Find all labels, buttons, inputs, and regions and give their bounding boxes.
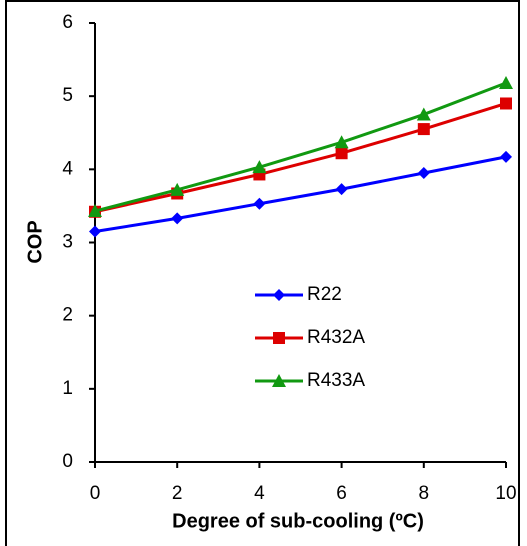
y-tick-label: 0 <box>62 451 73 472</box>
marker <box>171 212 184 225</box>
frame <box>5 0 520 546</box>
marker <box>500 97 512 110</box>
legend-marker <box>273 332 285 344</box>
marker <box>417 166 430 179</box>
marker <box>500 150 512 163</box>
marker <box>335 147 348 160</box>
x-tick-label: 4 <box>254 483 265 504</box>
legend-label: R433A <box>307 370 365 391</box>
y-tick-label: 3 <box>62 232 73 253</box>
marker <box>253 197 266 210</box>
x-tick-label: 0 <box>90 483 101 504</box>
series-line <box>94 81 507 213</box>
series-line <box>94 102 507 214</box>
x-tick-label: 6 <box>336 483 347 504</box>
marker <box>170 182 185 196</box>
x-axis-title: Degree of sub-cooling (ºC) <box>172 510 424 532</box>
y-tick-label: 1 <box>62 378 73 399</box>
marker <box>417 123 430 136</box>
y-tick-label: 4 <box>62 158 73 179</box>
x-tick-label: 2 <box>172 483 183 504</box>
legend-marker <box>273 289 285 301</box>
marker <box>252 160 267 174</box>
marker <box>334 135 349 149</box>
marker <box>499 75 513 89</box>
marker <box>416 107 431 121</box>
marker <box>335 183 348 196</box>
y-tick-label: 5 <box>62 85 73 106</box>
y-axis-title: COP <box>24 220 46 263</box>
marker <box>89 225 101 238</box>
y-tick-label: 2 <box>62 305 73 326</box>
y-tick-label: 6 <box>62 12 73 33</box>
marker <box>88 204 102 218</box>
legend-label: R22 <box>307 284 342 305</box>
legend-marker <box>272 374 286 387</box>
series-line <box>94 155 507 234</box>
legend-label: R432A <box>307 327 365 348</box>
x-tick-label: 8 <box>419 483 430 504</box>
x-tick-label: 10 <box>495 483 516 504</box>
